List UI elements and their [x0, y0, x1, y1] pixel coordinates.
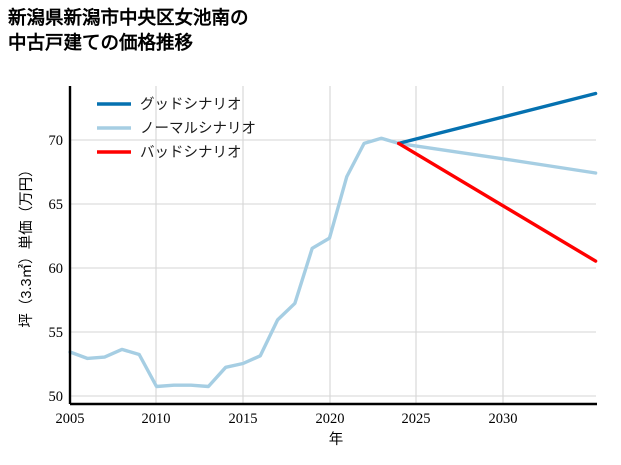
- legend-label-bad: バッドシナリオ: [140, 145, 242, 161]
- page-title: 新潟県新潟市中央区女池南の 中古戸建ての価格推移: [8, 7, 249, 53]
- x-tick-label: 2025: [402, 411, 431, 427]
- axis-spines: [68, 86, 597, 406]
- series-line-normal: [68, 136, 598, 389]
- y-tick-label: 65: [49, 197, 64, 213]
- y-tick-label: 50: [49, 389, 64, 405]
- y-tick-label: 60: [49, 261, 64, 277]
- y-tick-label: 55: [49, 325, 64, 341]
- x-tick-label: 2010: [142, 411, 171, 427]
- y-axis-label: 坪（3.3㎡）単価（万円）: [18, 162, 35, 327]
- legend-label-normal: ノーマルシナリオ: [140, 121, 256, 137]
- series-line-bad: [397, 141, 598, 263]
- x-axis-label: 年: [329, 431, 344, 448]
- x-axis-ticks: 2005 2010 2015 2020 2025 2030: [56, 411, 518, 427]
- legend-label-good: グッドシナリオ: [140, 96, 242, 113]
- x-tick-label: 2020: [316, 411, 345, 427]
- x-tick-label: 2030: [489, 411, 518, 427]
- x-tick-label: 2005: [56, 411, 85, 427]
- series-line-good: [397, 91, 598, 146]
- y-gridlines: [70, 139, 596, 397]
- y-axis-ticks: 70 65 60 55 50: [49, 133, 64, 405]
- chart-legend: グッドシナリオ ノーマルシナリオ バッドシナリオ: [97, 96, 256, 161]
- x-tick-label: 2015: [229, 411, 258, 427]
- y-tick-label: 70: [49, 133, 64, 149]
